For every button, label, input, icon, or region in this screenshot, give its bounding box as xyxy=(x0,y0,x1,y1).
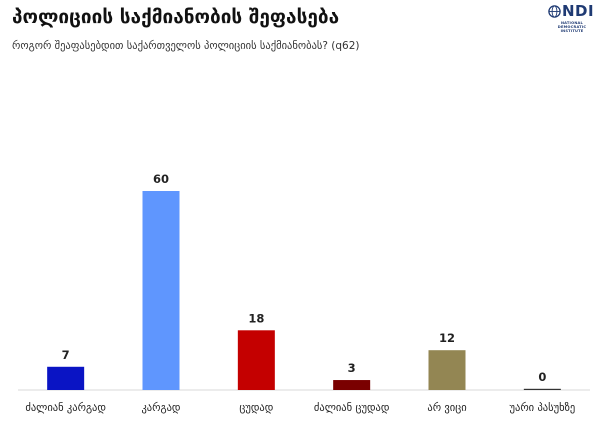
bar-0 xyxy=(47,366,85,390)
value-label-1: 60 xyxy=(153,172,169,186)
value-label-5: 0 xyxy=(538,370,546,384)
value-label-3: 3 xyxy=(348,361,356,375)
bar-5 xyxy=(523,388,561,390)
value-label-0: 7 xyxy=(62,348,70,362)
bar-1 xyxy=(142,191,180,390)
ndi-logo-line-1: NATIONAL xyxy=(560,21,584,25)
page-title: პოლიციის საქმიანობის შეფასება xyxy=(12,6,340,28)
category-label-2: ცუდად xyxy=(239,402,273,414)
category-label-3: ძალიან ცუდად xyxy=(314,402,390,414)
page-subtitle: როგორ შეაფასებდით საქართველოს პოლიციის ს… xyxy=(12,40,360,52)
globe-icon xyxy=(548,5,561,18)
ndi-logo-mark: NDI xyxy=(548,4,596,19)
category-label-5: უარი პასუხზე xyxy=(510,402,576,414)
bar-2 xyxy=(237,330,275,390)
category-label-4: არ ვიცი xyxy=(427,402,466,414)
category-label-1: კარგად xyxy=(141,402,180,414)
ndi-logo-text: NDI xyxy=(562,2,595,20)
ndi-logo-line-3: INSTITUTE xyxy=(560,29,584,34)
ndi-logo-line-2: DEMOCRATIC xyxy=(557,25,587,30)
ndi-logo-subtext: NATIONAL DEMOCRATIC INSTITUTE xyxy=(548,21,596,34)
bar-4 xyxy=(428,350,466,390)
bar-3 xyxy=(333,380,371,390)
value-label-4: 12 xyxy=(439,331,455,345)
ndi-logo: NDI NATIONAL DEMOCRATIC INSTITUTE xyxy=(548,4,596,38)
value-label-2: 18 xyxy=(248,311,264,325)
category-label-0: ძალიან კარგად xyxy=(25,402,106,414)
